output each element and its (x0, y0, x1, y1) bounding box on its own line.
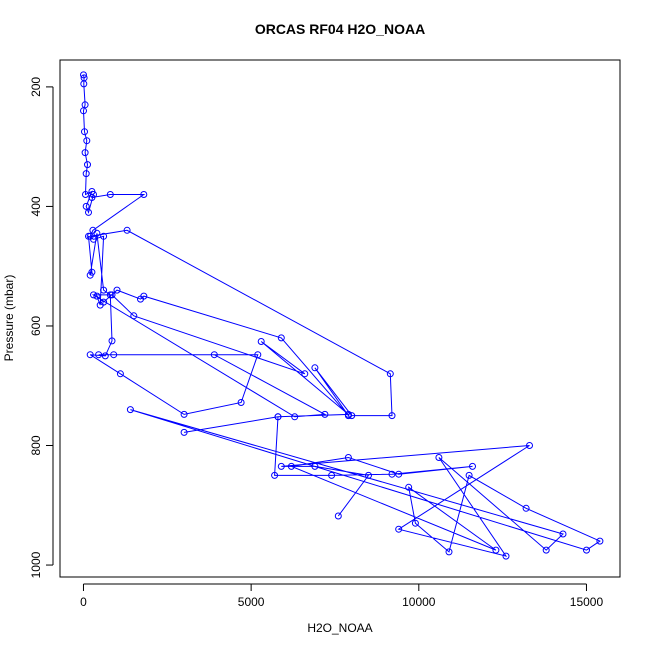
data-point (90, 291, 97, 299)
y-axis-label: Pressure (mbar) (2, 275, 16, 362)
y-tick-label: 200 (29, 77, 43, 97)
data-point (93, 229, 101, 237)
data-point (100, 232, 108, 240)
data-point (126, 406, 134, 414)
data-point (301, 370, 309, 378)
data-point (123, 226, 131, 234)
data-point (82, 170, 90, 178)
data-point (237, 399, 245, 406)
data-point (130, 312, 138, 320)
plot-frame (59, 59, 621, 578)
data-point (137, 295, 144, 303)
data-point (210, 351, 218, 359)
data-point (81, 128, 88, 136)
data-point (334, 512, 342, 520)
data-point (83, 137, 91, 145)
data-point (526, 442, 533, 449)
data-point (559, 530, 567, 538)
x-tick-label: 0 (80, 595, 87, 609)
data-point (542, 546, 550, 554)
data-point (95, 351, 103, 359)
data-point (106, 191, 114, 198)
data-point (405, 483, 413, 491)
data-point (583, 546, 590, 554)
data-point (328, 471, 336, 479)
data-point (108, 291, 116, 299)
data-point (82, 191, 89, 198)
data-point (100, 286, 108, 294)
data-point (365, 471, 372, 479)
data-point (596, 537, 604, 545)
data-point (84, 161, 91, 169)
data-point (271, 471, 279, 479)
data-point (274, 413, 282, 421)
data-point (311, 364, 319, 372)
data-point (321, 410, 329, 418)
data-point (85, 232, 92, 240)
data-point (257, 338, 265, 345)
x-axis: 0 5000 10000 15000 (80, 583, 604, 609)
data-point (180, 428, 188, 436)
data-point (502, 552, 510, 560)
data-point (88, 194, 96, 201)
data-point (90, 235, 97, 243)
data-point (277, 462, 285, 470)
data-point (388, 470, 396, 478)
x-tick-label: 5000 (238, 595, 265, 609)
data-point (445, 548, 453, 556)
data-point (180, 410, 188, 418)
x-tick-label: 10000 (402, 595, 436, 609)
data-point (80, 107, 87, 115)
data-point (80, 71, 87, 79)
data-point (469, 462, 476, 470)
data-point (344, 410, 352, 418)
data-point (386, 370, 394, 378)
x-tick-label: 15000 (570, 595, 604, 609)
data-point (86, 351, 94, 359)
data-point (108, 337, 116, 345)
y-tick-label: 800 (29, 435, 43, 455)
series-line (82, 74, 601, 557)
y-tick-label: 1000 (29, 551, 43, 578)
y-tick-label: 600 (29, 316, 43, 336)
data-point (80, 80, 88, 88)
data-point (465, 471, 473, 479)
data-point (81, 149, 89, 157)
data-point (348, 412, 356, 420)
series-layer (80, 71, 604, 560)
data-point (291, 413, 299, 421)
y-axis: 200 400 600 800 1000 (29, 77, 54, 578)
data-point (254, 351, 262, 359)
chart-title: ORCAS RF04 H2O_NOAA (255, 21, 425, 37)
data-point (411, 519, 419, 527)
data-point (116, 370, 124, 378)
data-point (492, 546, 500, 554)
data-point (101, 352, 109, 360)
data-point (395, 525, 403, 533)
data-point (311, 462, 319, 470)
data-point (110, 351, 118, 359)
data-point (395, 470, 403, 478)
data-point (96, 301, 104, 309)
data-point (82, 202, 90, 210)
data-point (522, 504, 530, 512)
data-point (85, 208, 92, 216)
data-point (277, 334, 285, 342)
data-point (435, 454, 443, 461)
data-point (86, 271, 94, 279)
x-axis-label: H2O_NOAA (307, 621, 372, 635)
data-point (388, 412, 396, 420)
data-point (287, 462, 295, 470)
y-tick-label: 400 (29, 196, 43, 216)
data-point (113, 286, 121, 294)
data-point (344, 454, 352, 461)
data-point (93, 292, 101, 300)
data-point (140, 191, 148, 198)
